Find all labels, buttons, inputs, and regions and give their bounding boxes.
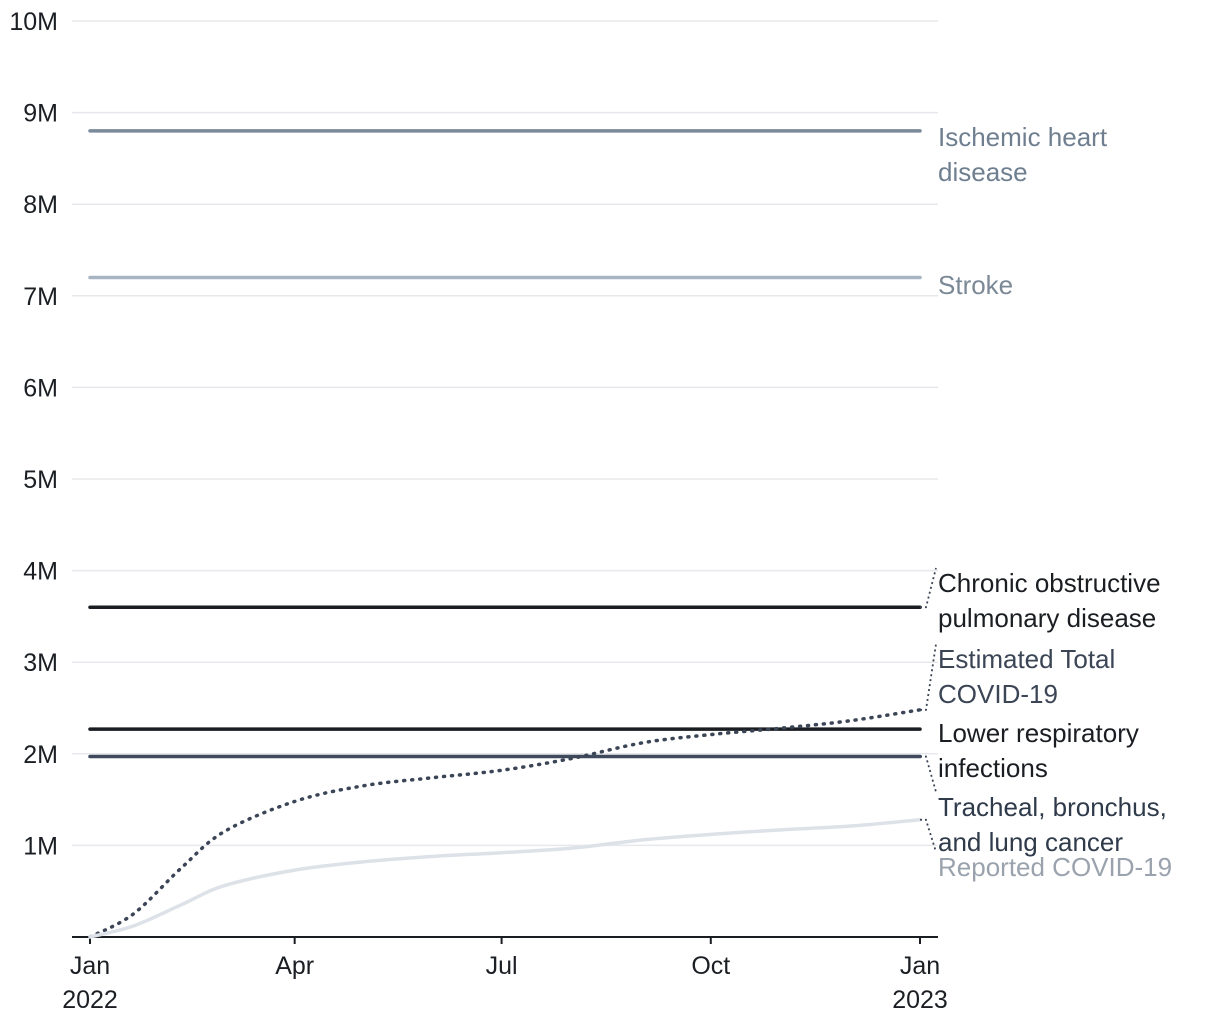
- series-label: disease: [938, 157, 1028, 187]
- label-connector: [920, 643, 937, 711]
- y-tick-label: 5M: [23, 466, 58, 494]
- x-tick-year-label: 2023: [892, 986, 948, 1014]
- series-label: Ischemic heart: [938, 122, 1108, 152]
- series-label: Stroke: [938, 270, 1013, 300]
- y-tick-label: 4M: [23, 558, 58, 586]
- gridlines: [72, 20, 938, 847]
- series-label: and lung cancer: [938, 827, 1123, 857]
- x-tick-label: Jan: [70, 952, 110, 980]
- series-label: Tracheal, bronchus,: [938, 792, 1167, 822]
- series-line: [88, 818, 922, 939]
- x-tick-year-label: 2022: [62, 986, 118, 1014]
- x-tick-label: Jul: [486, 952, 518, 980]
- series-label: Chronic obstructive: [938, 568, 1161, 598]
- series-label: COVID-19: [938, 679, 1058, 709]
- label-connector: [920, 567, 937, 609]
- x-tick-label: Oct: [691, 952, 730, 980]
- label-connector: [920, 755, 937, 793]
- series-label: Reported COVID-19: [938, 852, 1172, 882]
- series-label: infections: [938, 753, 1048, 783]
- series-label: Estimated Total: [938, 644, 1115, 674]
- x-axis: Jan 2022 Apr Jul Oct Jan 2023: [62, 936, 948, 1014]
- series-lines: [88, 129, 922, 939]
- x-tick-label: Apr: [275, 952, 314, 980]
- y-tick-label: 1M: [23, 832, 58, 860]
- series-label: pulmonary disease: [938, 603, 1156, 633]
- series-line: [88, 708, 922, 939]
- series-labels: Ischemic heart disease Stroke Chronic obstr…: [920, 122, 1172, 882]
- y-tick-label: 6M: [23, 374, 58, 402]
- y-tick-label: 2M: [23, 741, 58, 769]
- y-axis-ticks: 1M 2M 3M 4M 5M 6M 7M 8M 9M 10M: [9, 8, 58, 860]
- series-label: Lower respiratory: [938, 718, 1139, 748]
- label-connector: [920, 818, 937, 853]
- y-tick-label: 8M: [23, 191, 58, 219]
- y-tick-label: 9M: [23, 100, 58, 128]
- x-tick-label: Jan: [900, 952, 940, 980]
- y-tick-label: 3M: [23, 649, 58, 677]
- y-tick-label: 7M: [23, 283, 58, 311]
- y-tick-label: 10M: [9, 8, 58, 36]
